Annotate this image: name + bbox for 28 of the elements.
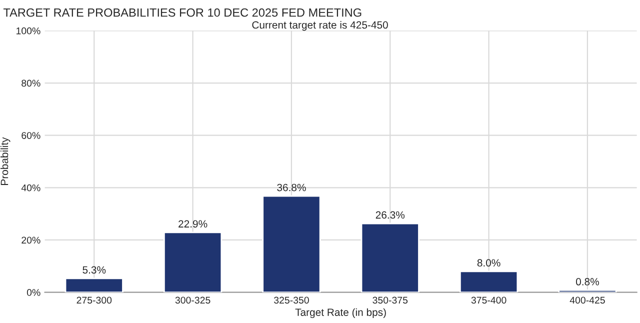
x-axis-title: Target Rate (in bps) [295,308,386,318]
y-tick-label: 20% [22,236,40,244]
y-tick-label: 40% [21,184,40,192]
x-tick-label: 300-325 [175,296,210,304]
bar [360,222,420,292]
data-label: 0.8% [576,278,599,286]
bar [262,195,321,292]
data-label: 36.8% [277,184,306,192]
data-label: 5.3% [82,266,106,274]
y-tick-label: 60% [22,132,40,139]
y-tick-label: 100% [16,27,40,34]
y-axis-title: Probability [0,137,10,185]
x-tick-label: 350-375 [372,296,408,304]
x-tick-label: 400-425 [570,296,605,304]
y-tick-label: 0% [26,289,40,296]
bar [558,290,617,292]
bar [163,232,222,292]
data-label: 22.9% [178,220,208,228]
data-label: 26.3% [376,211,405,219]
chart-subtitle: Current target rate is 425-450 [252,20,388,31]
x-tick-label: 275-300 [76,296,112,304]
bar [459,270,518,292]
chart-title: TARGET RATE PROBABILITIES FOR 10 DEC 2025 FED MEETING [3,8,362,17]
x-tick-label: 375-400 [471,296,506,304]
x-tick-label: 325-350 [274,296,309,304]
bar [64,278,124,292]
y-tick-label: 80% [22,80,40,87]
data-label: 8.0% [477,259,500,267]
